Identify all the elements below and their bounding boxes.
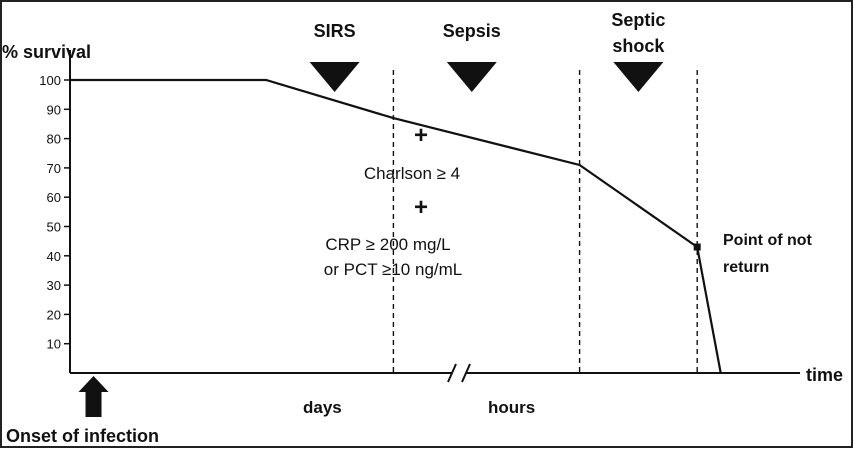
y-tick-label: 30 xyxy=(47,278,61,293)
criteria-crp: CRP ≥ 200 mg/L xyxy=(325,235,450,254)
stage-marker-triangle xyxy=(613,62,664,92)
onset-arrow xyxy=(78,376,109,417)
stage-label-2-line2: shock xyxy=(612,36,665,56)
y-tick-label: 80 xyxy=(47,132,61,147)
axis-break-mark xyxy=(461,363,471,383)
y-tick-label: 60 xyxy=(47,190,61,205)
stage-marker-triangle xyxy=(446,62,497,92)
criteria-plus: + xyxy=(414,122,428,149)
x-segment-hours: hours xyxy=(488,398,535,417)
onset-label: Onset of infection xyxy=(6,426,159,446)
y-tick-label: 20 xyxy=(47,307,61,322)
point-of-no-return-label: Point of not xyxy=(723,232,813,249)
criteria-charlson: Charlson ≥ 4 xyxy=(364,164,460,183)
stage-marker-triangle xyxy=(309,62,360,92)
criteria-plus: + xyxy=(414,194,428,221)
y-tick-label: 10 xyxy=(47,337,61,352)
y-tick-label: 100 xyxy=(39,73,61,88)
y-tick-label: 40 xyxy=(47,249,61,264)
y-tick-label: 50 xyxy=(47,220,61,235)
x-axis-label: time xyxy=(806,365,843,385)
point-of-no-return-marker xyxy=(693,243,701,251)
stage-label-2: Septic xyxy=(611,10,665,30)
y-tick-label: 70 xyxy=(47,161,61,176)
survival-line xyxy=(70,78,722,374)
stage-label-0: SIRS xyxy=(314,21,356,41)
axis-break-mark xyxy=(447,363,457,383)
y-axis-label: % survival xyxy=(2,42,91,62)
y-tick-label: 90 xyxy=(47,102,61,117)
stage-label-1: Sepsis xyxy=(443,21,501,41)
x-segment-days: days xyxy=(303,398,342,417)
point-of-no-return-label-2: return xyxy=(723,259,769,276)
